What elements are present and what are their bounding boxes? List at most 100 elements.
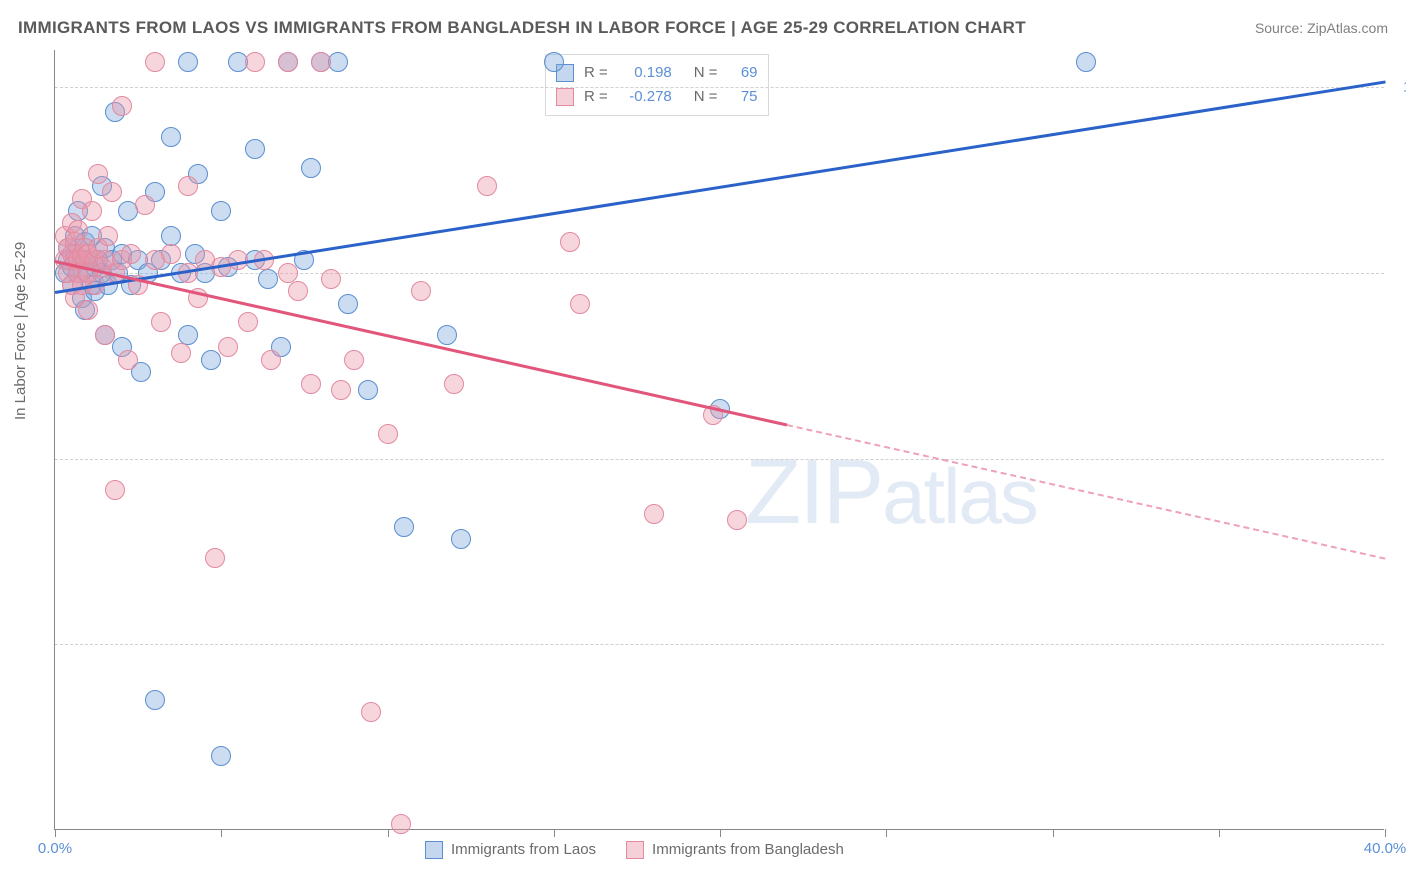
- watermark: ZIPatlas: [745, 440, 1037, 545]
- scatter-point: [78, 300, 98, 320]
- gridline: [55, 87, 1384, 88]
- scatter-point: [258, 269, 278, 289]
- scatter-point: [118, 350, 138, 370]
- scatter-point: [544, 52, 564, 72]
- scatter-point: [451, 529, 471, 549]
- scatter-point: [82, 201, 102, 221]
- scatter-point: [644, 504, 664, 524]
- scatter-point: [171, 343, 191, 363]
- scatter-point: [105, 480, 125, 500]
- gridline: [55, 644, 1384, 645]
- scatter-point: [391, 814, 411, 834]
- legend-swatch: [425, 841, 443, 859]
- scatter-point: [261, 350, 281, 370]
- scatter-point: [201, 350, 221, 370]
- y-tick-label: 70.0%: [1394, 450, 1406, 467]
- scatter-point: [301, 374, 321, 394]
- stat-n-label: N =: [694, 85, 718, 109]
- scatter-point: [278, 52, 298, 72]
- scatter-point: [161, 244, 181, 264]
- scatter-point: [161, 226, 181, 246]
- scatter-point: [570, 294, 590, 314]
- legend-label: Immigrants from Laos: [451, 841, 596, 858]
- scatter-point: [205, 548, 225, 568]
- gridline: [55, 459, 1384, 460]
- x-tick: [388, 829, 389, 837]
- scatter-point: [338, 294, 358, 314]
- scatter-point: [321, 269, 341, 289]
- legend-item: Immigrants from Bangladesh: [626, 841, 844, 859]
- scatter-point: [288, 281, 308, 301]
- bottom-legend: Immigrants from Laos Immigrants from Bang…: [425, 841, 844, 859]
- stat-r-value: 0.198: [618, 61, 672, 85]
- scatter-point: [68, 220, 88, 240]
- legend-swatch: [626, 841, 644, 859]
- stat-r-value: -0.278: [618, 85, 672, 109]
- x-tick: [1219, 829, 1220, 837]
- scatter-point: [98, 226, 118, 246]
- scatter-point: [135, 195, 155, 215]
- stat-n-value: 75: [728, 85, 758, 109]
- x-tick: [221, 829, 222, 837]
- plot-area: ZIPatlas R =0.198N =69R =-0.278N =75 Imm…: [54, 50, 1384, 830]
- y-tick-label: 100.0%: [1394, 79, 1406, 96]
- scatter-point: [477, 176, 497, 196]
- scatter-point: [145, 690, 165, 710]
- scatter-point: [88, 164, 108, 184]
- x-tick-label: 0.0%: [38, 840, 72, 857]
- scatter-point: [238, 312, 258, 332]
- scatter-point: [102, 182, 122, 202]
- chart-title: IMMIGRANTS FROM LAOS VS IMMIGRANTS FROM …: [18, 18, 1026, 38]
- scatter-point: [112, 96, 132, 116]
- scatter-point: [151, 312, 171, 332]
- scatter-point: [444, 374, 464, 394]
- scatter-point: [245, 139, 265, 159]
- scatter-point: [1076, 52, 1096, 72]
- scatter-point: [411, 281, 431, 301]
- scatter-point: [95, 325, 115, 345]
- scatter-point: [378, 424, 398, 444]
- scatter-point: [394, 517, 414, 537]
- scatter-point: [145, 52, 165, 72]
- scatter-point: [311, 52, 331, 72]
- y-tick-label: 55.0%: [1394, 636, 1406, 653]
- scatter-point: [331, 380, 351, 400]
- legend-label: Immigrants from Bangladesh: [652, 841, 844, 858]
- legend-item: Immigrants from Laos: [425, 841, 596, 859]
- scatter-point: [178, 52, 198, 72]
- scatter-point: [344, 350, 364, 370]
- x-tick: [886, 829, 887, 837]
- stat-r-label: R =: [584, 61, 608, 85]
- stat-n-label: N =: [694, 61, 718, 85]
- scatter-point: [278, 263, 298, 283]
- x-tick: [720, 829, 721, 837]
- scatter-point: [211, 746, 231, 766]
- gridline: [55, 273, 1384, 274]
- scatter-point: [361, 702, 381, 722]
- source-label: Source: ZipAtlas.com: [1255, 20, 1388, 36]
- legend-stats-row: R = -0.278 N = 75: [556, 85, 758, 109]
- scatter-point: [301, 158, 321, 178]
- scatter-point: [218, 337, 238, 357]
- scatter-point: [245, 52, 265, 72]
- y-axis-label: In Labor Force | Age 25-29: [12, 242, 29, 420]
- scatter-point: [727, 510, 747, 530]
- legend-swatch: [556, 88, 574, 106]
- scatter-point: [178, 325, 198, 345]
- legend-stats-row: R = 0.198 N = 69: [556, 61, 758, 85]
- x-tick: [554, 829, 555, 837]
- scatter-point: [560, 232, 580, 252]
- x-tick: [1385, 829, 1386, 837]
- scatter-point: [121, 244, 141, 264]
- stat-n-value: 69: [728, 61, 758, 85]
- trend-line: [786, 424, 1385, 560]
- x-tick-label: 40.0%: [1364, 840, 1406, 857]
- scatter-point: [358, 380, 378, 400]
- scatter-point: [211, 201, 231, 221]
- x-tick: [55, 829, 56, 837]
- stat-r-label: R =: [584, 85, 608, 109]
- x-tick: [1053, 829, 1054, 837]
- scatter-point: [178, 176, 198, 196]
- scatter-point: [161, 127, 181, 147]
- y-tick-label: 85.0%: [1394, 264, 1406, 281]
